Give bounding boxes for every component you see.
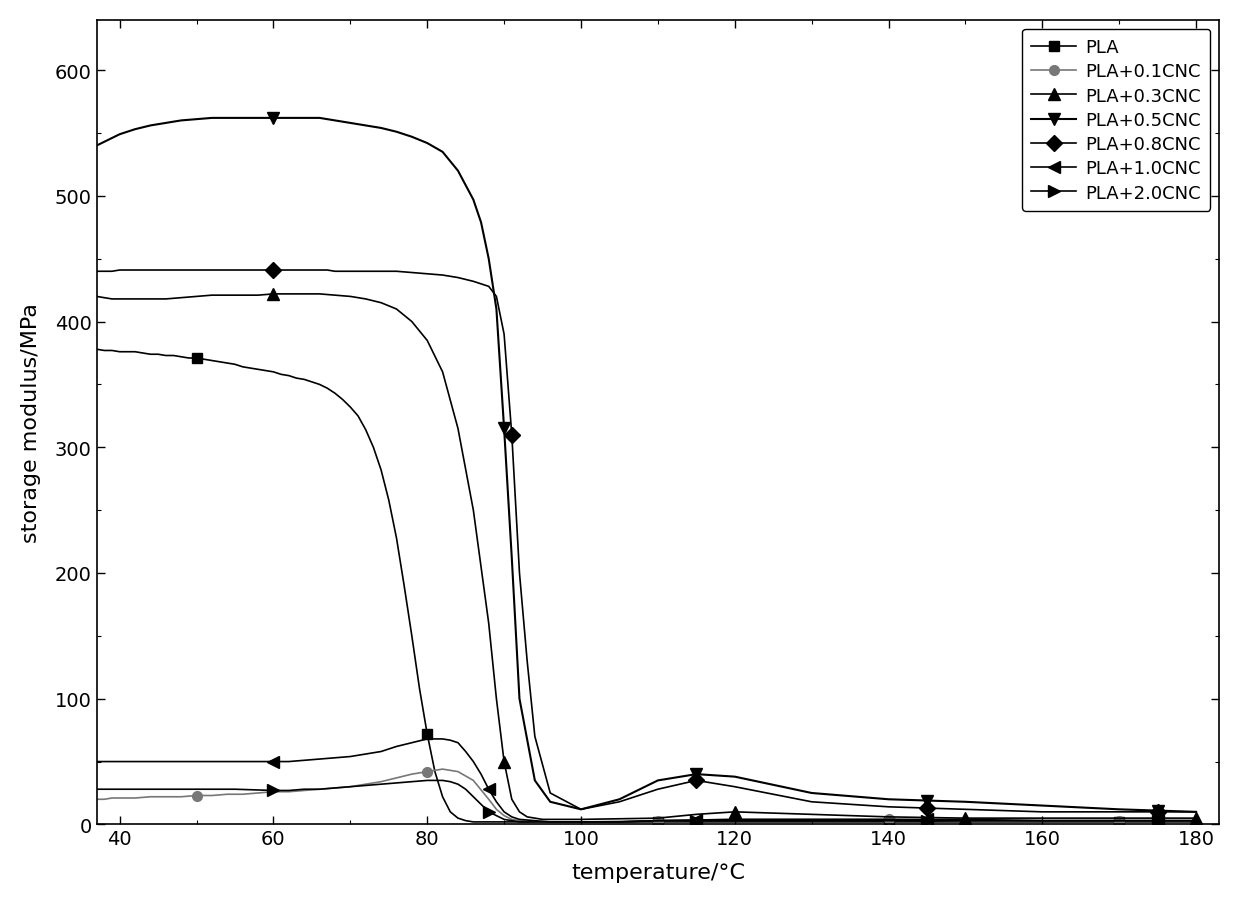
X-axis label: temperature/°C: temperature/°C	[570, 862, 745, 882]
Y-axis label: storage modulus/MPa: storage modulus/MPa	[21, 303, 41, 543]
Legend: PLA, PLA+0.1CNC, PLA+0.3CNC, PLA+0.5CNC, PLA+0.8CNC, PLA+1.0CNC, PLA+2.0CNC: PLA, PLA+0.1CNC, PLA+0.3CNC, PLA+0.5CNC,…	[1022, 30, 1210, 211]
